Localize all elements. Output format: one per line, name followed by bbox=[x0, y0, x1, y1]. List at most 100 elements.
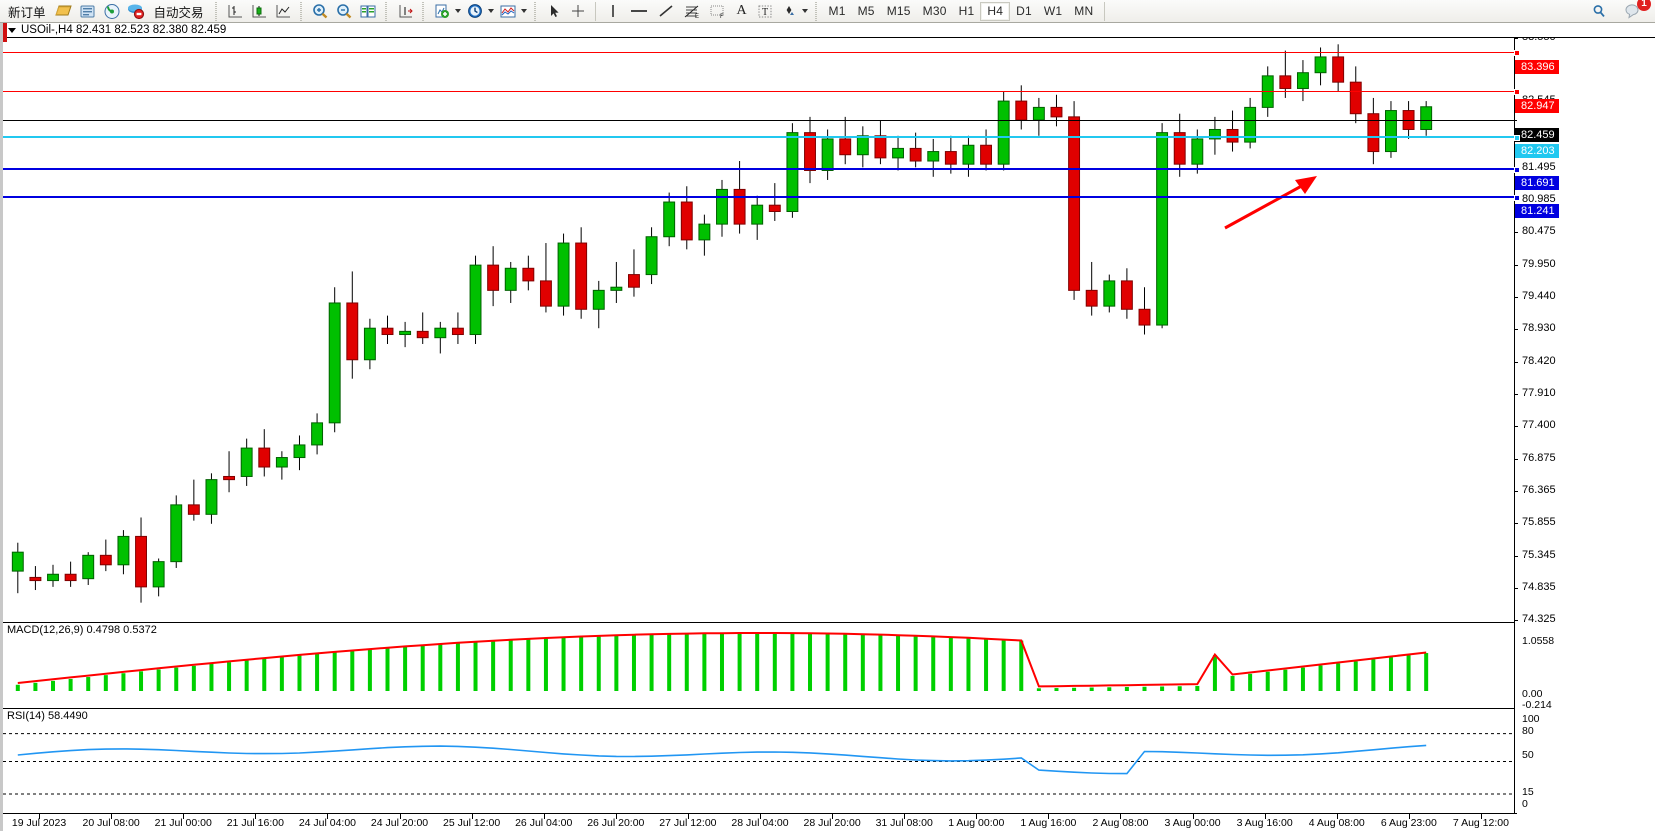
indicators-dropdown-caret[interactable] bbox=[520, 2, 529, 21]
time-label: 25 Jul 12:00 bbox=[443, 817, 501, 829]
level-line-81241[interactable] bbox=[3, 195, 1520, 201]
auto-trading-icon[interactable] bbox=[124, 1, 148, 22]
time-label: 21 Jul 16:00 bbox=[226, 817, 284, 829]
timeframe-h1[interactable]: H1 bbox=[958, 4, 975, 18]
new-order-button[interactable]: 新订单 bbox=[2, 1, 52, 22]
timeframe-w1[interactable]: W1 bbox=[1043, 4, 1063, 18]
time-gridline bbox=[687, 814, 689, 819]
level-handle[interactable] bbox=[1514, 89, 1520, 95]
time-label: 20 Jul 08:00 bbox=[82, 817, 140, 829]
tile-windows-icon[interactable] bbox=[356, 1, 380, 22]
shapes-dropdown-caret[interactable] bbox=[801, 2, 810, 21]
timeframe-d1[interactable]: D1 bbox=[1016, 4, 1032, 18]
cursor-icon[interactable] bbox=[542, 1, 566, 22]
macd-pane[interactable]: MACD(12,26,9) 0.4798 0.5372 bbox=[3, 622, 1517, 707]
level-line-81691[interactable] bbox=[3, 167, 1520, 173]
rsi-tick-50: 50 bbox=[1522, 749, 1534, 761]
indicators-icon[interactable] bbox=[496, 1, 520, 22]
new-order-label: 新订单 bbox=[8, 5, 46, 20]
toolbar-separator bbox=[382, 1, 390, 21]
level-handle[interactable] bbox=[1514, 135, 1520, 141]
price-tag-current[interactable]: 82.459 bbox=[1515, 128, 1559, 142]
new-chart-dropdown-caret[interactable] bbox=[454, 2, 463, 21]
time-label: 24 Jul 20:00 bbox=[370, 817, 429, 829]
rsi-tick-100: 100 bbox=[1522, 713, 1540, 725]
line-chart-icon[interactable] bbox=[271, 1, 295, 22]
time-label: 3 Aug 00:00 bbox=[1164, 817, 1221, 829]
timeframe-m1[interactable]: M1 bbox=[828, 4, 846, 18]
rsi-series bbox=[3, 733, 1517, 795]
text-icon[interactable]: A bbox=[736, 3, 747, 18]
level-line-83396[interactable] bbox=[3, 50, 1520, 56]
svg-text:E: E bbox=[695, 14, 699, 20]
level-line-82947[interactable] bbox=[3, 89, 1520, 95]
time-gridline bbox=[760, 814, 761, 819]
rsi-tick-80: 80 bbox=[1522, 725, 1534, 737]
time-label: 31 Jul 08:00 bbox=[875, 817, 933, 829]
time-label: 6 Aug 23:00 bbox=[1380, 817, 1437, 829]
time-label: 7 Aug 12:00 bbox=[1452, 817, 1509, 829]
channel-icon[interactable]: F bbox=[705, 1, 731, 22]
rsi-pane[interactable]: RSI(14) 58.4490 bbox=[3, 708, 1517, 813]
time-gridline bbox=[111, 814, 113, 819]
timeframe-m30[interactable]: M30 bbox=[922, 4, 947, 18]
timeframe-mn[interactable]: MN bbox=[1074, 4, 1094, 18]
new-chart-icon[interactable] bbox=[430, 1, 454, 22]
candlestick-series bbox=[11, 44, 1433, 603]
timeframe-m5[interactable]: M5 bbox=[857, 4, 875, 18]
time-label: 28 Jul 04:00 bbox=[731, 817, 789, 829]
level-handle[interactable] bbox=[1514, 195, 1520, 201]
horizontal-line-icon[interactable] bbox=[625, 1, 653, 22]
period-dropdown-caret[interactable] bbox=[487, 2, 496, 21]
shapes-icon[interactable] bbox=[777, 1, 801, 22]
price-pane[interactable] bbox=[3, 38, 1520, 620]
chart-menu-caret-icon[interactable] bbox=[8, 27, 16, 33]
time-gridline bbox=[1192, 814, 1194, 819]
zoom-in-icon[interactable] bbox=[308, 1, 332, 22]
chart-title-bar: USOil-,H4 82.431 82.523 82.380 82.459 bbox=[3, 23, 1655, 38]
open-data-folder-icon[interactable] bbox=[52, 1, 76, 22]
vertical-line-icon[interactable] bbox=[601, 1, 625, 22]
alerts-icon[interactable]: 1 bbox=[1621, 0, 1651, 22]
timeframe-m15[interactable]: M15 bbox=[886, 4, 911, 18]
macd-label: MACD(12,26,9) 0.4798 0.5372 bbox=[7, 624, 157, 636]
shift-end-icon[interactable] bbox=[393, 1, 417, 22]
zoom-out-icon[interactable] bbox=[332, 1, 356, 22]
price-tag-82203[interactable]: 82.203 bbox=[1515, 144, 1559, 158]
crosshair-icon[interactable] bbox=[566, 1, 590, 22]
time-gridline bbox=[471, 814, 473, 819]
time-label: 2 Aug 08:00 bbox=[1092, 817, 1149, 829]
time-label: 1 Aug 16:00 bbox=[1020, 817, 1077, 829]
price-tag-82947[interactable]: 82.947 bbox=[1515, 99, 1559, 113]
price-scale[interactable]: 83.55083.03582.54582.00581.49580.98580.4… bbox=[1514, 31, 1655, 813]
price-tag-81691[interactable]: 81.691 bbox=[1515, 176, 1559, 190]
bar-chart-icon[interactable] bbox=[223, 1, 247, 22]
time-gridline bbox=[1480, 814, 1482, 819]
price-tag-81241[interactable]: 81.241 bbox=[1515, 204, 1559, 218]
time-label: 1 Aug 00:00 bbox=[948, 817, 1005, 829]
candlestick-chart-icon[interactable] bbox=[247, 1, 271, 22]
time-gridline bbox=[399, 814, 401, 819]
main-toolbar: 新订单 自动交易 bbox=[0, 0, 1655, 23]
broadcast-icon[interactable] bbox=[100, 1, 124, 22]
bullish-arrow-annotation[interactable] bbox=[1203, 168, 1323, 238]
price-tag-83396[interactable]: 83.396 bbox=[1515, 60, 1559, 74]
level-line-82459-current[interactable] bbox=[3, 120, 1517, 121]
macd-tick-low: -0.214 bbox=[1522, 699, 1552, 711]
fibonacci-icon[interactable]: E bbox=[679, 1, 705, 22]
level-handle[interactable] bbox=[1514, 50, 1520, 56]
time-label: 24 Jul 04:00 bbox=[298, 817, 357, 829]
trendline-icon[interactable] bbox=[653, 1, 679, 22]
news-icon[interactable] bbox=[76, 1, 100, 22]
rsi-tick-0: 0 bbox=[1522, 798, 1528, 810]
level-handle[interactable] bbox=[1514, 167, 1520, 173]
toolbar-separator bbox=[419, 1, 427, 21]
auto-trading-button[interactable]: 自动交易 bbox=[148, 1, 210, 22]
level-line-82203[interactable] bbox=[3, 135, 1520, 141]
search-icon[interactable] bbox=[1587, 1, 1611, 22]
timeframe-h4[interactable]: H4 bbox=[980, 1, 1011, 21]
rsi-tick-15: 15 bbox=[1522, 786, 1534, 798]
time-label: 26 Jul 20:00 bbox=[587, 817, 645, 829]
period-icon[interactable] bbox=[463, 1, 487, 22]
label-icon[interactable]: T bbox=[753, 1, 777, 22]
